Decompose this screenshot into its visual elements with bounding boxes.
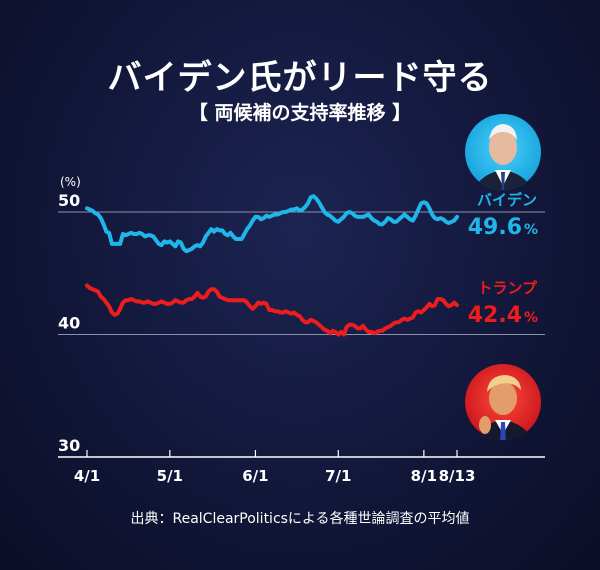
- series-line-1: [85, 283, 459, 337]
- x-axis-ticks: 4/1 5/1 6/1 7/1 8/1 8/13: [74, 450, 476, 485]
- chart-subtitle: 【 両候補の支持率推移 】: [188, 102, 412, 124]
- series-name-label: トランプ: [477, 279, 538, 297]
- series-unit-label: %: [524, 310, 538, 326]
- series-line-0: [85, 194, 459, 254]
- x-tick-label: 8/13: [439, 467, 476, 485]
- series-unit-label: %: [524, 222, 538, 238]
- y-axis-unit: (%): [60, 175, 81, 189]
- chart-title: バイデン氏がリード守る: [107, 58, 493, 98]
- series-layer: バイデン 49.6 % トランプ 42.4%: [85, 191, 538, 337]
- series-name-label: バイデン: [477, 191, 537, 209]
- x-tick-label: 6/1: [242, 467, 268, 485]
- biden-portrait: [465, 114, 541, 190]
- y-tick-label: 50: [58, 191, 80, 210]
- x-tick-label: 7/1: [325, 467, 351, 485]
- series-value-label: 49.6: [468, 215, 522, 240]
- y-tick-label: 40: [58, 314, 80, 333]
- source-note: 出典：RealClearPoliticsによる各種世論調査の平均値: [130, 511, 470, 527]
- y-axis-ticks: 30 40 50: [58, 191, 80, 455]
- trump-portrait: [465, 364, 541, 440]
- x-tick-label: 4/1: [74, 467, 100, 485]
- y-tick-label: 30: [58, 436, 80, 455]
- x-tick-label: 8/1: [411, 467, 437, 485]
- series-value-label: 42.4: [468, 303, 522, 328]
- x-tick-label: 5/1: [157, 467, 183, 485]
